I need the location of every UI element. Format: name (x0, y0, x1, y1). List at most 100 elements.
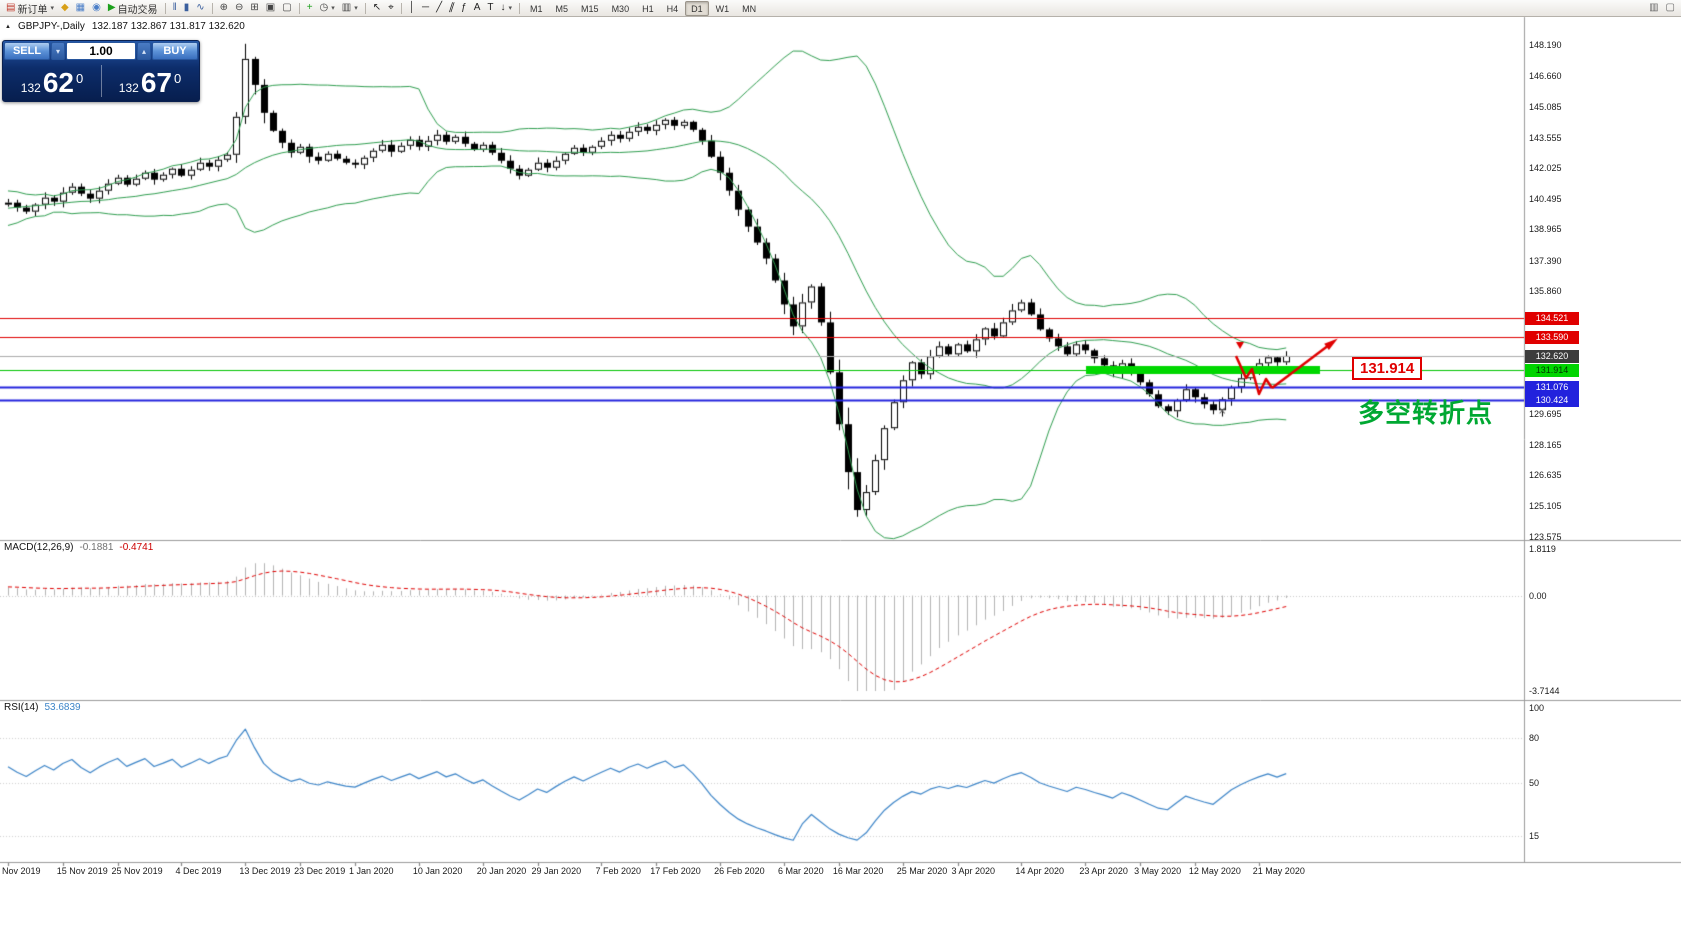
data-window-icon[interactable]: ▥ (1646, 1, 1661, 16)
caret-down-icon: ▾ (354, 5, 358, 12)
indicators-icon[interactable]: + (304, 1, 316, 16)
timeframe-w1-button[interactable]: W1 (715, 3, 730, 14)
timeframe-h4-button[interactable]: H4 (666, 3, 679, 14)
horizontal-line-icon[interactable]: ─ (419, 1, 432, 16)
cascade-windows-icon: ▢ (282, 2, 292, 13)
date-axis-label: 1 Jan 2020 (348, 866, 394, 876)
fibonacci-icon: ƒ (461, 2, 467, 13)
bid-price[interactable]: 132 62 0 (3, 61, 101, 101)
date-axis-label: 13 Dec 2019 (239, 866, 291, 876)
macd-axis-label: -3.7144 (1529, 686, 1560, 696)
new-order-button-label: 新订单 (17, 4, 48, 16)
macd-main-value: -0.1881 (79, 542, 114, 553)
zoom-in-icon: ⊕ (219, 2, 228, 13)
text-label-icon[interactable]: T (484, 1, 496, 16)
cursor-icon: ↖ (372, 2, 382, 13)
price-axis-label: 143.555 (1529, 132, 1562, 143)
price-axis-label: 137.390 (1529, 255, 1562, 266)
line-chart-icon[interactable]: ∿ (193, 1, 207, 16)
volume-decrease-button[interactable]: ▾ (51, 42, 65, 60)
full-screen-icon[interactable]: ▢ (1663, 1, 1678, 16)
timeframe-mn-button[interactable]: MN (742, 3, 757, 14)
bar-chart-icon[interactable]: ‖ (170, 1, 180, 16)
trendline-icon: ╱ (436, 2, 443, 13)
date-axis-label: 6 Mar 2020 (778, 866, 824, 876)
indicators-icon: + (306, 2, 313, 13)
price-axis-tag: 131.076 (1525, 380, 1579, 394)
macd-axis-label: 0.00 (1529, 590, 1547, 601)
collapse-panel-icon[interactable]: ▲ (5, 23, 11, 30)
trendline-icon[interactable]: ╱ (433, 1, 445, 16)
date-axis-label: 29 Jan 2020 (531, 866, 582, 876)
macd-signal-value: -0.4741 (119, 542, 154, 553)
navigator-icon[interactable]: ◉ (89, 1, 104, 16)
zoom-in-icon[interactable]: ⊕ (217, 1, 231, 16)
date-axis-label: 16 Mar 2020 (832, 866, 884, 876)
charts-icon[interactable]: ▦ (73, 1, 88, 16)
rsi-axis-label: 80 (1529, 733, 1540, 743)
date-axis-label: 3 May 2020 (1134, 866, 1182, 876)
vertical-line-icon[interactable]: │ (406, 1, 418, 16)
candlestick-chart-icon[interactable]: ▮ (181, 1, 193, 16)
sell-button[interactable]: SELL (4, 42, 50, 60)
date-axis-label: 23 Apr 2020 (1079, 866, 1128, 876)
timeframe-m30-button[interactable]: M30 (611, 3, 630, 14)
turning-point-annotation: 多空转折点 (1358, 398, 1494, 428)
autotrading-button[interactable]: ▶ 自动交易 (105, 1, 161, 16)
date-axis-label: 14 Apr 2020 (1015, 866, 1064, 876)
line-chart-icon: ∿ (196, 2, 205, 13)
arrows-icon[interactable]: ↓ ▾ (498, 1, 516, 16)
navigator-icon: ◉ (92, 2, 101, 13)
chart-info: ▲ GBPJPY-,Daily 132.187 132.867 131.817 … (5, 21, 245, 32)
crosshair-icon[interactable]: ⌖ (385, 1, 397, 16)
price-axis-label: 123.575 (1529, 531, 1562, 542)
timeframe-h1-button[interactable]: H1 (642, 3, 654, 14)
price-axis-tag: 133.590 (1525, 330, 1579, 344)
ask-price[interactable]: 132 67 0 (101, 61, 199, 101)
date-axis-label: 10 Jan 2020 (412, 866, 463, 876)
market-watch-icon[interactable]: ◆ (58, 1, 72, 16)
date-axis-label: 25 Mar 2020 (896, 866, 948, 876)
ohlc-values: 132.187 132.867 131.817 132.620 (91, 21, 245, 32)
autotrading-icon: ▶ (107, 2, 116, 13)
cascade-windows-icon[interactable]: ▢ (279, 1, 294, 16)
date-axis-label: 21 May 2020 (1252, 866, 1305, 876)
timeframe-m1-button[interactable]: M1 (530, 3, 543, 14)
date-axis-label: 15 Nov 2019 (56, 866, 108, 876)
toolbar-separator (164, 2, 166, 14)
tile-windows-icon[interactable]: ⊞ (247, 1, 261, 16)
price-axis-label: 125.105 (1529, 500, 1562, 511)
ask-pip-digit: 0 (173, 71, 182, 86)
volume-increase-button[interactable]: ▴ (137, 42, 151, 60)
ask-big-digits: 67 (140, 67, 172, 98)
channel-icon[interactable]: ∥ (446, 1, 457, 16)
price-axis-tag: 134.521 (1525, 312, 1579, 325)
date-axis-label: 20 Jan 2020 (476, 866, 527, 876)
volume-input[interactable]: 1.00 (66, 42, 136, 60)
new-order-button[interactable]: ▤ 新订单 ▾ (3, 1, 57, 16)
date-axis-label: 23 Dec 2019 (294, 866, 346, 876)
periods-icon[interactable]: ◷ ▾ (317, 1, 338, 16)
toolbar-separator (400, 2, 402, 14)
zoom-out-icon[interactable]: ⊖ (232, 1, 246, 16)
candlestick-chart-icon: ▮ (183, 2, 190, 13)
text-icon[interactable]: A (471, 1, 484, 16)
arrange-windows-icon[interactable]: ▣ (263, 1, 278, 16)
price-axis-label: 142.025 (1529, 163, 1562, 174)
timeframe-m15-button[interactable]: M15 (581, 3, 599, 14)
templates-icon[interactable]: ▥ ▾ (339, 1, 361, 16)
timeframe-m5-button[interactable]: M5 (555, 3, 569, 14)
buy-button[interactable]: BUY (152, 42, 198, 60)
price-axis-tag: 130.424 (1525, 393, 1579, 407)
cursor-icon[interactable]: ↖ (370, 1, 384, 16)
macd-axis-label: 1.8119 (1529, 544, 1556, 554)
toolbar-separator (519, 2, 521, 14)
timeframe-d1-button[interactable]: D1 (685, 0, 709, 16)
toolbar-separator (298, 2, 300, 14)
fibonacci-icon[interactable]: ƒ (458, 1, 470, 16)
date-axis-label: 7 Feb 2020 (595, 866, 641, 876)
market-watch-icon: ◆ (60, 2, 69, 13)
date-axis-label: 25 Nov 2019 (111, 866, 163, 876)
rsi-indicator-label: RSI(14) 53.6839 (4, 702, 81, 713)
